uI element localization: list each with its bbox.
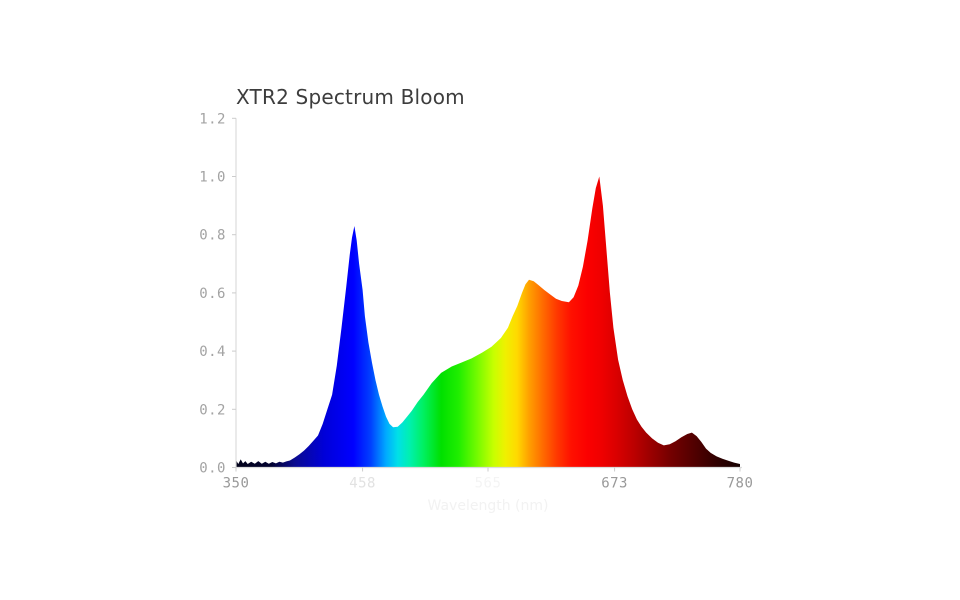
x-tick-label: 458 bbox=[349, 476, 376, 492]
y-tick-label: 0.2 bbox=[199, 402, 226, 418]
x-tick-label: 350 bbox=[223, 476, 250, 492]
y-tick-label: 0.0 bbox=[199, 461, 226, 477]
x-axis-label: Wavelength (nm) bbox=[427, 498, 549, 514]
chart-title: XTR2 Spectrum Bloom bbox=[236, 85, 465, 109]
y-tick-label: 1.0 bbox=[199, 170, 226, 186]
x-tick-label: 565 bbox=[475, 476, 502, 492]
y-tick-label: 0.6 bbox=[199, 286, 226, 302]
spectrum-area bbox=[236, 176, 740, 468]
x-tick-label: 780 bbox=[727, 476, 754, 492]
x-tick-label: 673 bbox=[601, 476, 628, 492]
y-tick-label: 0.8 bbox=[199, 228, 226, 244]
y-tick-label: 0.4 bbox=[199, 344, 226, 360]
y-tick-label: 1.2 bbox=[199, 111, 226, 127]
